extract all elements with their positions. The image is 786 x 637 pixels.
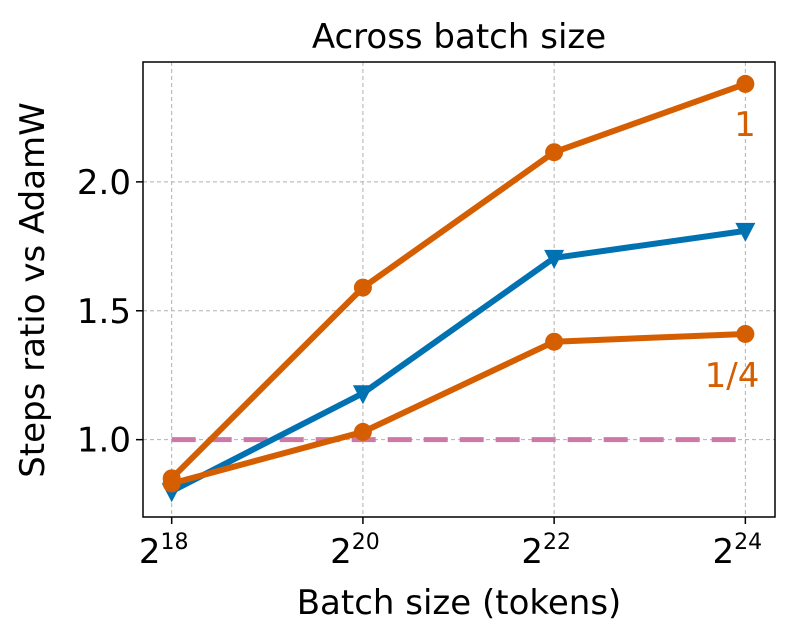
- series-line-1: [170, 227, 746, 494]
- x-tick-label: 224: [713, 530, 763, 572]
- data-point: [736, 74, 755, 93]
- series-line-2: [170, 330, 746, 487]
- x-tick-label: 222: [521, 530, 571, 572]
- data-point: [735, 222, 756, 242]
- series-label-1: 1: [734, 105, 756, 145]
- series-line-0: [169, 81, 747, 481]
- y-tick-label: 1.5: [77, 292, 131, 332]
- data-point: [353, 278, 372, 297]
- y-axis-label: Steps ratio vs AdamW: [13, 102, 53, 478]
- data-point: [162, 474, 181, 493]
- y-tick-label: 2.0: [77, 163, 131, 203]
- x-tick-label: 218: [139, 530, 189, 572]
- data-point: [736, 324, 755, 343]
- data-point: [353, 422, 372, 441]
- x-axis-label: Batch size (tokens): [297, 583, 622, 623]
- x-tick-label: 220: [330, 530, 380, 572]
- plot-frame: [142, 61, 776, 518]
- data-point: [544, 249, 565, 269]
- chart-title: Across batch size: [312, 17, 606, 57]
- data-point: [352, 385, 373, 405]
- data-point: [545, 143, 564, 162]
- data-point: [545, 332, 564, 351]
- y-tick-label: 1.0: [77, 421, 131, 461]
- series-label-quarter: 1/4: [705, 356, 760, 396]
